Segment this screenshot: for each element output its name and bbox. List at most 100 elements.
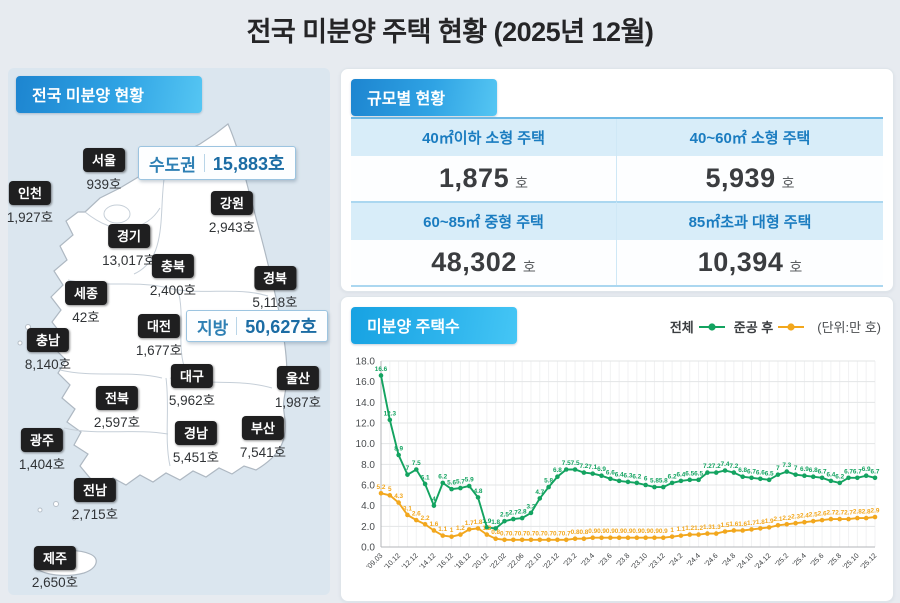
data-point — [722, 529, 728, 534]
data-point-label: 6.5 — [685, 470, 694, 477]
data-point — [387, 417, 393, 423]
capital-area-value: 15,883호 — [212, 154, 285, 174]
data-point-label: 2.7 — [844, 510, 853, 517]
region-value: 2,597호 — [93, 415, 141, 430]
data-point — [519, 515, 525, 521]
data-point — [493, 536, 498, 542]
data-point-label: 1.9 — [482, 518, 491, 525]
data-point — [705, 470, 710, 475]
chart-panel-header: 미분양 주택수 — [351, 307, 517, 344]
data-point — [819, 517, 825, 523]
data-point-label: 6.2 — [835, 473, 844, 480]
data-point — [546, 484, 551, 490]
data-point-label: 0.9 — [588, 528, 597, 535]
size-value-unit: 호 — [515, 175, 528, 191]
svg-text:'25.10: '25.10 — [841, 551, 861, 571]
data-point — [422, 521, 428, 527]
data-point — [678, 533, 684, 538]
region-value: 42호 — [72, 310, 100, 325]
data-point-label: 0.9 — [597, 528, 606, 535]
data-point-label: 2.5 — [500, 512, 509, 519]
data-point — [634, 480, 640, 486]
svg-text:'22.06: '22.06 — [506, 551, 526, 571]
region-value: 939호 — [86, 177, 122, 192]
map-region: 대구 5,962호 — [169, 364, 215, 409]
svg-text:'25.6: '25.6 — [808, 551, 825, 568]
map-region: 충북 2,400호 — [150, 254, 196, 299]
chart-legend: (단위:만 호) 전체 준공 후 — [670, 317, 881, 336]
data-point — [616, 478, 622, 484]
data-point — [872, 514, 878, 520]
data-point — [422, 481, 428, 487]
data-point-label: 8.9 — [394, 446, 403, 453]
data-point — [475, 495, 481, 500]
region-value: 2,400호 — [149, 283, 197, 298]
data-point — [581, 470, 587, 475]
data-point — [599, 535, 604, 540]
data-point — [528, 510, 534, 516]
svg-text:'20.12: '20.12 — [470, 551, 490, 571]
region-name-chip: 대구 — [171, 364, 213, 388]
svg-text:12.0: 12.0 — [356, 419, 376, 430]
region-value: 2,650호 — [31, 575, 79, 590]
data-point — [749, 475, 754, 481]
svg-text:'24.12: '24.12 — [753, 551, 773, 571]
data-point — [749, 527, 754, 532]
data-point-label: 7.5 — [571, 460, 580, 467]
size-category-label: 40㎡이하 소형 주택 — [351, 119, 617, 156]
svg-text:'23.6: '23.6 — [597, 551, 614, 568]
region-name-chip: 전남 — [74, 478, 116, 502]
data-point — [608, 476, 613, 482]
series-전체: 16.612.38.977.56.146.25.6 5.7 5.94.81.9 1.8… — [375, 366, 880, 531]
data-point-label: 0.9 — [659, 528, 668, 535]
legend-line-dot-marker — [698, 322, 725, 331]
data-point-label: 5 — [388, 486, 392, 493]
data-point — [775, 472, 781, 477]
svg-text:'12.12: '12.12 — [400, 551, 420, 571]
map-region: 부산 7,541호 — [240, 416, 286, 461]
y-axis-ticks: 0.0 2.0 4.0 6.0 8.0 10.0 12.0 14.0 16.0 18.0 — [356, 357, 376, 554]
data-point — [643, 482, 648, 488]
data-point — [652, 484, 657, 490]
data-point — [449, 486, 454, 492]
svg-text:'23.12: '23.12 — [647, 551, 667, 571]
size-panel: 규모별 현황 40㎡이하 소형 주택 40~60㎡ 소형 주택 1,875 호 5,93… — [340, 68, 894, 292]
data-point-label: 1.8 — [756, 519, 765, 526]
grid-vertical — [380, 361, 876, 547]
data-point-label: 2.7 — [835, 510, 844, 517]
svg-text:'24.2: '24.2 — [667, 551, 684, 568]
size-category-value: 48,302 호 — [351, 240, 617, 285]
data-point — [378, 373, 384, 378]
region-value: 1,987호 — [274, 395, 322, 410]
data-point-label: 0.9 — [615, 528, 624, 535]
data-point — [652, 535, 657, 540]
svg-text:0.0: 0.0 — [361, 543, 375, 554]
data-point — [837, 516, 843, 522]
data-point-label: 1.2 — [456, 525, 465, 532]
data-point — [722, 468, 728, 473]
data-point — [872, 475, 878, 481]
x-axis-ticks: '09.03'10.12'12.12'14.12'16.12'18.12'20.… — [364, 551, 878, 571]
size-category-value: 10,394 호 — [617, 240, 883, 285]
region-name-chip: 충남 — [27, 328, 69, 352]
data-point-label: 1.3 — [703, 524, 712, 531]
svg-text:'24.6: '24.6 — [702, 551, 719, 568]
data-point-label: 4 — [432, 496, 436, 503]
provincial-area-label: 지방 — [197, 318, 229, 338]
size-value-number: 1,875 — [439, 163, 510, 193]
data-point-label: 2.7 — [509, 510, 518, 517]
data-point — [855, 515, 860, 521]
data-point-label: 2.3 — [791, 514, 800, 521]
svg-text:'23.2: '23.2 — [561, 551, 578, 568]
data-point — [625, 535, 631, 540]
data-point — [511, 537, 516, 543]
data-point — [440, 533, 446, 538]
data-point-label: 2.6 — [818, 511, 827, 518]
region-value: 1,677호 — [135, 343, 183, 358]
data-point — [484, 525, 490, 530]
data-point — [669, 480, 675, 486]
data-point-label: 2.8 — [862, 509, 871, 516]
data-point — [758, 476, 763, 482]
data-point — [440, 480, 446, 486]
data-point — [634, 535, 640, 540]
